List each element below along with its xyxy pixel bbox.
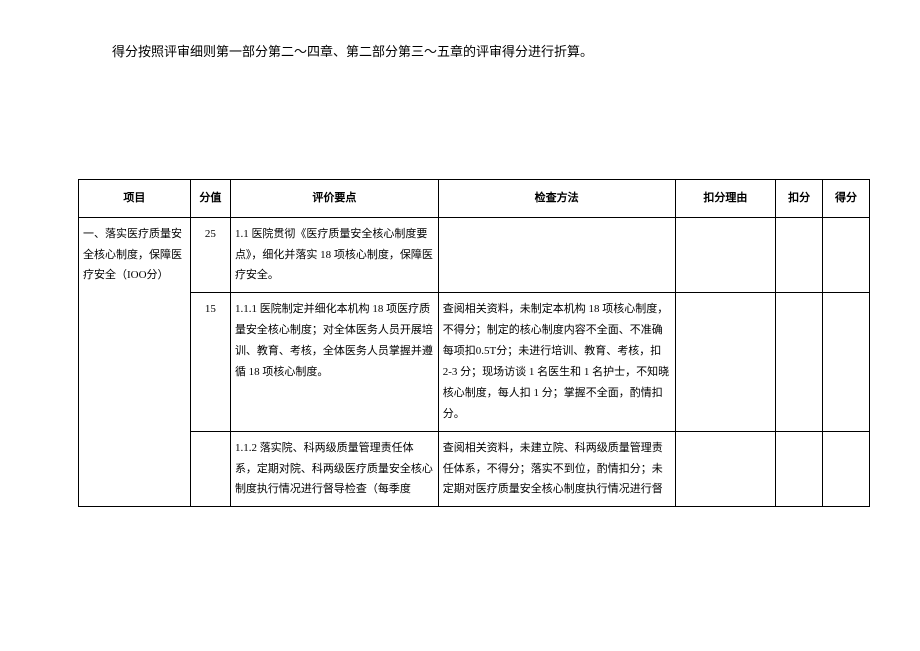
cell-score: 25: [190, 217, 230, 293]
cell-points: 1.1.2 落实院、科两级质量管理责任体系，定期对院、科两级医疗质量安全核心制度…: [230, 431, 438, 507]
cell-deduct: [776, 217, 823, 293]
table-row: 15 1.1.1 医院制定并细化本机构 18 项医疗质量安全核心制度；对全体医务…: [79, 293, 870, 431]
table-row: 1.1.2 落实院、科两级质量管理责任体系，定期对院、科两级医疗质量安全核心制度…: [79, 431, 870, 507]
cell-method: 查阅相关资料，未制定本机构 18 项核心制度，不得分；制定的核心制度内容不全面、…: [438, 293, 675, 431]
cell-get: [823, 293, 870, 431]
header-item: 项目: [79, 179, 191, 217]
table-header-row: 项目 分值 评价要点 检查方法 扣分理由 扣分 得分: [79, 179, 870, 217]
header-deduct: 扣分: [776, 179, 823, 217]
table-container: 项目 分值 评价要点 检查方法 扣分理由 扣分 得分 一、落实医疗质量安全核心制…: [0, 179, 920, 508]
header-score: 分值: [190, 179, 230, 217]
cell-reason: [675, 217, 776, 293]
evaluation-table: 项目 分值 评价要点 检查方法 扣分理由 扣分 得分 一、落实医疗质量安全核心制…: [78, 179, 870, 508]
intro-paragraph: 得分按照评审细则第一部分第二～四章、第二部分第三～五章的评审得分进行折算。: [0, 0, 920, 63]
header-get: 得分: [823, 179, 870, 217]
header-reason: 扣分理由: [675, 179, 776, 217]
cell-method: [438, 217, 675, 293]
cell-score: [190, 431, 230, 507]
header-method: 检查方法: [438, 179, 675, 217]
cell-reason: [675, 431, 776, 507]
header-points: 评价要点: [230, 179, 438, 217]
cell-points: 1.1 医院贯彻《医疗质量安全核心制度要点》，细化并落实 18 项核心制度，保障…: [230, 217, 438, 293]
cell-deduct: [776, 293, 823, 431]
cell-get: [823, 431, 870, 507]
cell-method: 查阅相关资料，未建立院、科两级质量管理责任体系，不得分；落实不到位，酌情扣分；未…: [438, 431, 675, 507]
cell-item: 一、落实医疗质量安全核心制度，保障医疗安全（IOO分）: [79, 217, 191, 507]
cell-points: 1.1.1 医院制定并细化本机构 18 项医疗质量安全核心制度；对全体医务人员开…: [230, 293, 438, 431]
cell-score: 15: [190, 293, 230, 431]
cell-get: [823, 217, 870, 293]
table-row: 一、落实医疗质量安全核心制度，保障医疗安全（IOO分） 25 1.1 医院贯彻《…: [79, 217, 870, 293]
cell-reason: [675, 293, 776, 431]
cell-deduct: [776, 431, 823, 507]
